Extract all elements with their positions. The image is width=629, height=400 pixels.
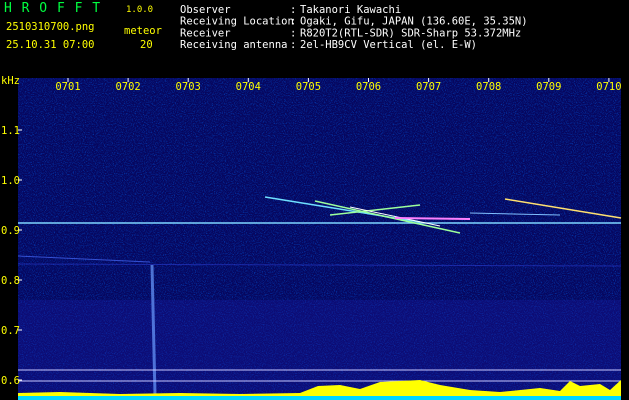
streak [504, 198, 622, 219]
info-separator: : [290, 27, 296, 39]
spectrogram [17, 78, 622, 400]
y-unit: kHz [1, 75, 20, 87]
info-separator: : [290, 4, 296, 16]
x-tick-label: 0702 [115, 81, 140, 93]
info-value: 2el-HB9CV Vertical (el. E-W) [300, 39, 477, 51]
info-value: Ogaki, Gifu, JAPAN (136.60E, 35.35N) [300, 16, 528, 28]
y-tick-label: 0.7 [1, 325, 20, 337]
file-name: 2510310700.png [6, 21, 95, 33]
info-label: Receiving Location [180, 16, 294, 28]
signal-level [18, 380, 621, 400]
x-tick-label: 0703 [176, 81, 201, 93]
app-name: H R O F F T [4, 1, 101, 16]
x-tick-label: 0705 [296, 81, 321, 93]
y-tick-label: 0.8 [1, 275, 20, 287]
info-separator: : [290, 39, 296, 51]
x-tick-label: 0708 [476, 81, 501, 93]
streak [329, 204, 421, 216]
streak [150, 264, 157, 396]
info-value: R820T2(RTL-SDR) SDR-Sharp 53.372MHz [300, 27, 521, 39]
info-label: Observer [180, 4, 231, 16]
info-label: Receiving antenna [180, 39, 287, 51]
datetime: 25.10.31 07:00 [6, 39, 95, 51]
x-tick-label: 0706 [356, 81, 381, 93]
streak [349, 206, 441, 227]
streak [394, 217, 471, 220]
y-tick-label: 1.1 [1, 125, 20, 137]
x-tick-label: 0707 [416, 81, 441, 93]
info-label: Receiver [180, 27, 231, 39]
streak [314, 200, 461, 234]
streak [17, 263, 622, 267]
streak [17, 255, 151, 263]
x-tick-label: 0704 [236, 81, 261, 93]
header: H R O F F T 1.0.0 2510310700.png meteor … [4, 1, 162, 51]
y-tick-label: 1.0 [1, 175, 20, 187]
info-value: Takanori Kawachi [300, 4, 401, 16]
info-separator: : [290, 16, 296, 28]
x-tick-label: 0710 [596, 81, 621, 93]
baseline-level [18, 396, 621, 400]
axes: kHz 1.1 1.0 0.9 0.8 0.7 0.6 0701 0702 0703 0704 070… [1, 75, 622, 387]
noise-low [18, 300, 621, 400]
streak [469, 212, 561, 216]
y-tick-label: 0.6 [1, 375, 20, 387]
noise [18, 78, 621, 400]
info: Observer: Takanori Kawachi Receiving Locat… [180, 4, 528, 51]
x-tick-label: 0709 [536, 81, 561, 93]
version: 1.0.0 [126, 5, 153, 15]
count: 20 [140, 39, 153, 51]
mode: meteor [124, 25, 162, 37]
y-tick-label: 0.9 [1, 225, 20, 237]
x-tick-label: 0701 [55, 81, 80, 93]
